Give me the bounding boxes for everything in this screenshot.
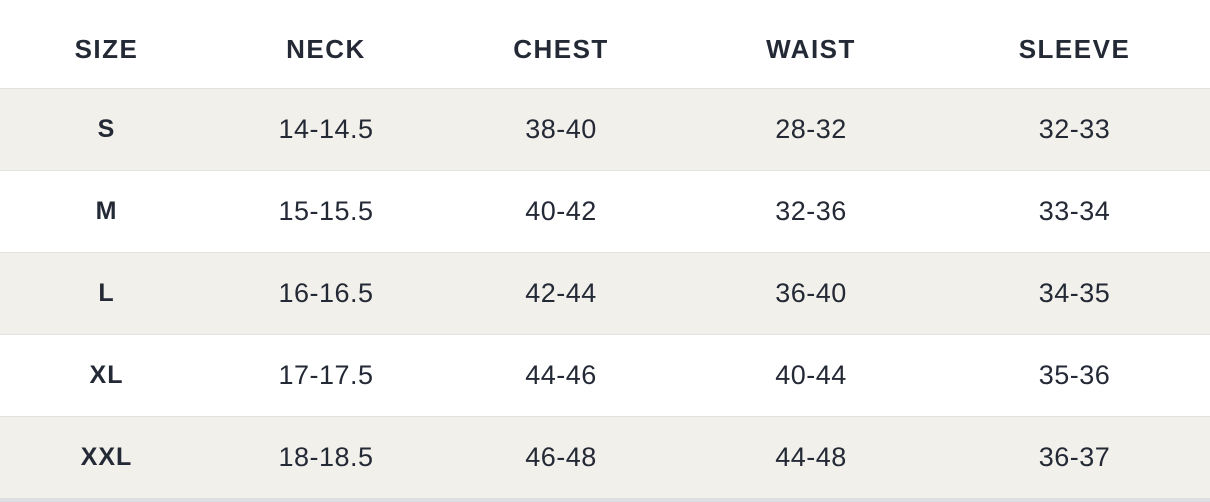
waist-cell: 28-32 [775,113,847,144]
table-row: L 16-16.5 42-44 36-40 34-35 [0,252,1210,334]
neck-cell: 14-14.5 [278,113,374,144]
size-cell: L [98,278,115,307]
waist-cell: 44-48 [775,441,847,472]
chest-cell: 42-44 [525,277,597,308]
size-cell: S [97,114,116,143]
neck-cell: 16-16.5 [278,277,374,308]
table-row: XL 17-17.5 44-46 40-44 35-36 [0,334,1210,416]
waist-cell: 40-44 [775,359,847,390]
waist-cell: 32-36 [775,195,847,226]
size-cell: XXL [80,442,133,471]
column-header-neck: NECK [213,0,439,88]
table-row: M 15-15.5 40-42 32-36 33-34 [0,170,1210,252]
column-header-chest: CHEST [439,0,683,88]
sleeve-cell: 36-37 [1038,441,1111,472]
bottom-strip [0,498,1210,502]
chest-cell: 38-40 [525,113,597,144]
sleeve-cell: 35-36 [1038,359,1111,390]
neck-cell: 15-15.5 [278,195,374,226]
chest-cell: 40-42 [525,195,597,226]
chest-cell: 46-48 [525,441,597,472]
column-header-size: SIZE [0,0,213,88]
sleeve-cell: 33-34 [1038,195,1111,226]
sleeve-cell: 34-35 [1038,277,1111,308]
chest-cell: 44-46 [525,359,597,390]
table-body: S 14-14.5 38-40 28-32 32-33 M 15-15.5 40… [0,88,1210,498]
neck-cell: 18-18.5 [278,441,374,472]
sleeve-cell: 32-33 [1038,113,1111,144]
table-row: S 14-14.5 38-40 28-32 32-33 [0,88,1210,170]
table-row: XXL 18-18.5 46-48 44-48 36-37 [0,416,1210,498]
size-cell: M [95,196,118,225]
header-row: SIZE NECK CHEST WAIST SLEEVE [0,0,1210,88]
column-header-sleeve: SLEEVE [939,0,1210,88]
size-cell: XL [89,360,124,389]
waist-cell: 36-40 [775,277,847,308]
neck-cell: 17-17.5 [278,359,374,390]
column-header-waist: WAIST [683,0,939,88]
